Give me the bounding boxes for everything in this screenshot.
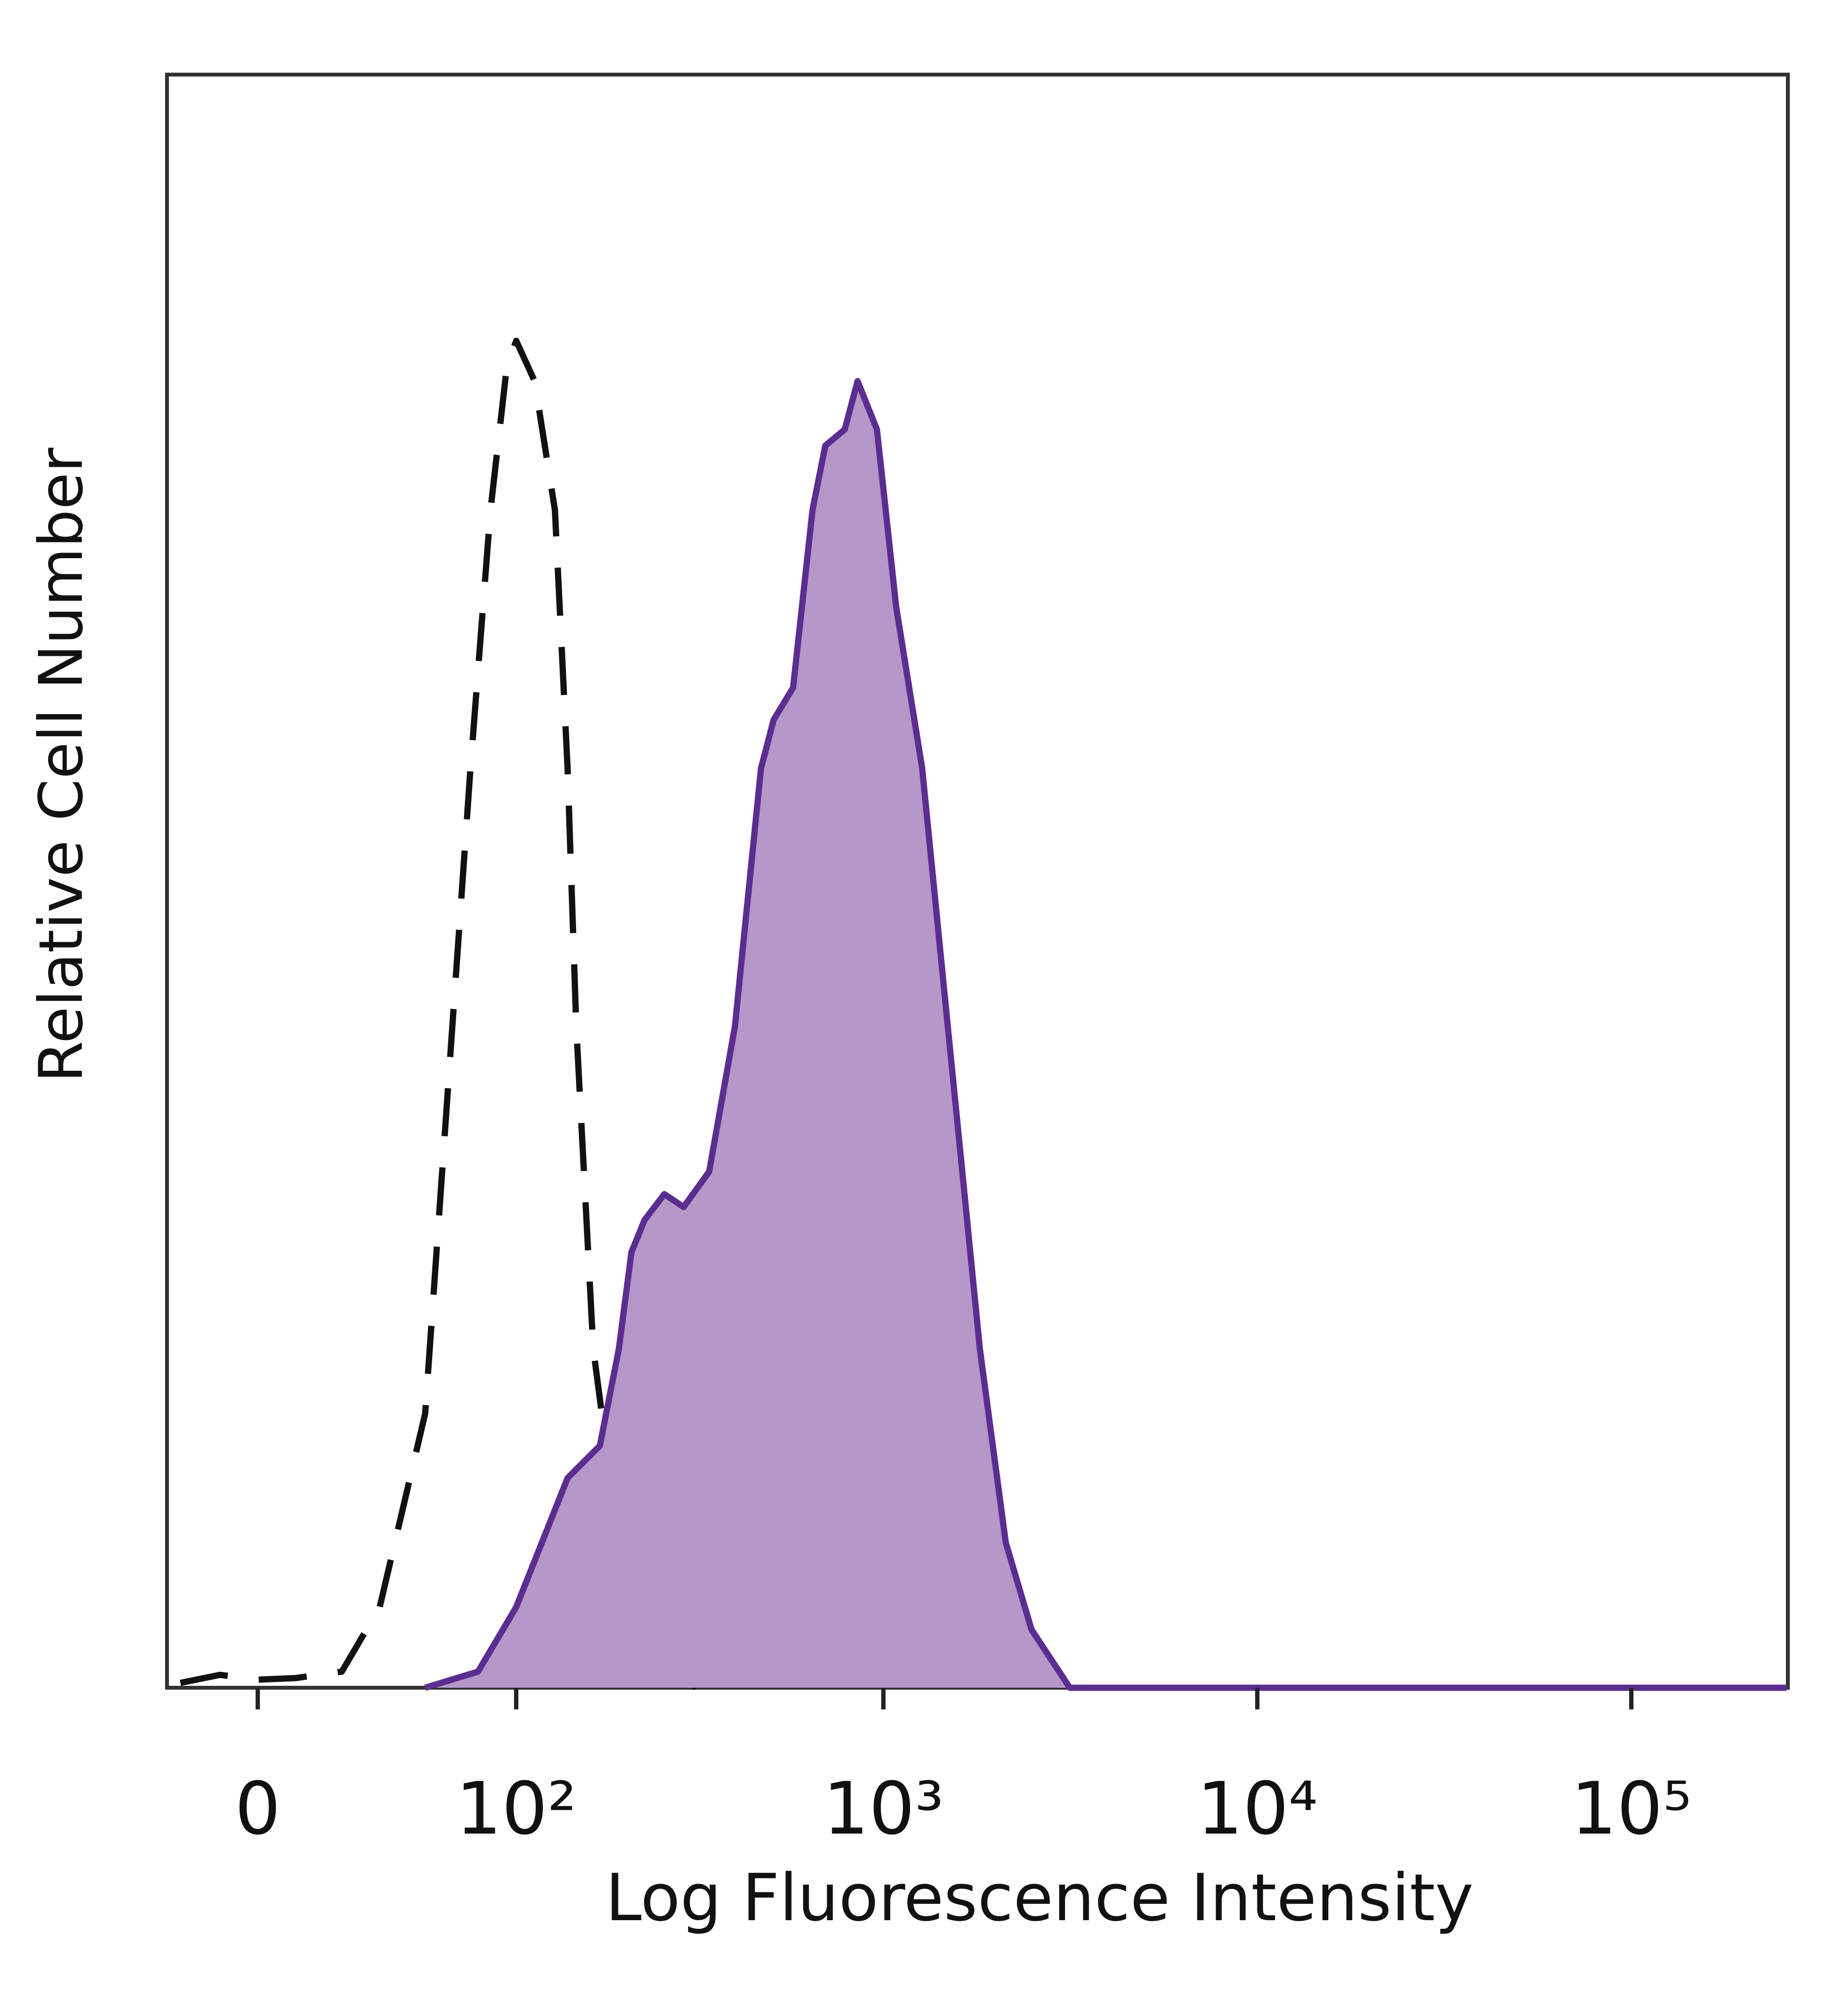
- x-tick-label: 10⁴: [1197, 1767, 1318, 1851]
- x-tick-label: 10⁵: [1571, 1767, 1692, 1851]
- x-tick-label: 0: [235, 1767, 281, 1851]
- x-axis-title: Log Fluorescence Intensity: [605, 1860, 1474, 1936]
- histogram-line: [424, 378, 1787, 1691]
- x-tick-label: 10²: [456, 1767, 577, 1851]
- histogram-area: [425, 381, 1787, 1688]
- histogram-line: [180, 337, 699, 1691]
- x-tick-label: 10³: [823, 1767, 944, 1851]
- y-axis-title: Relative Cell Number: [26, 448, 96, 1083]
